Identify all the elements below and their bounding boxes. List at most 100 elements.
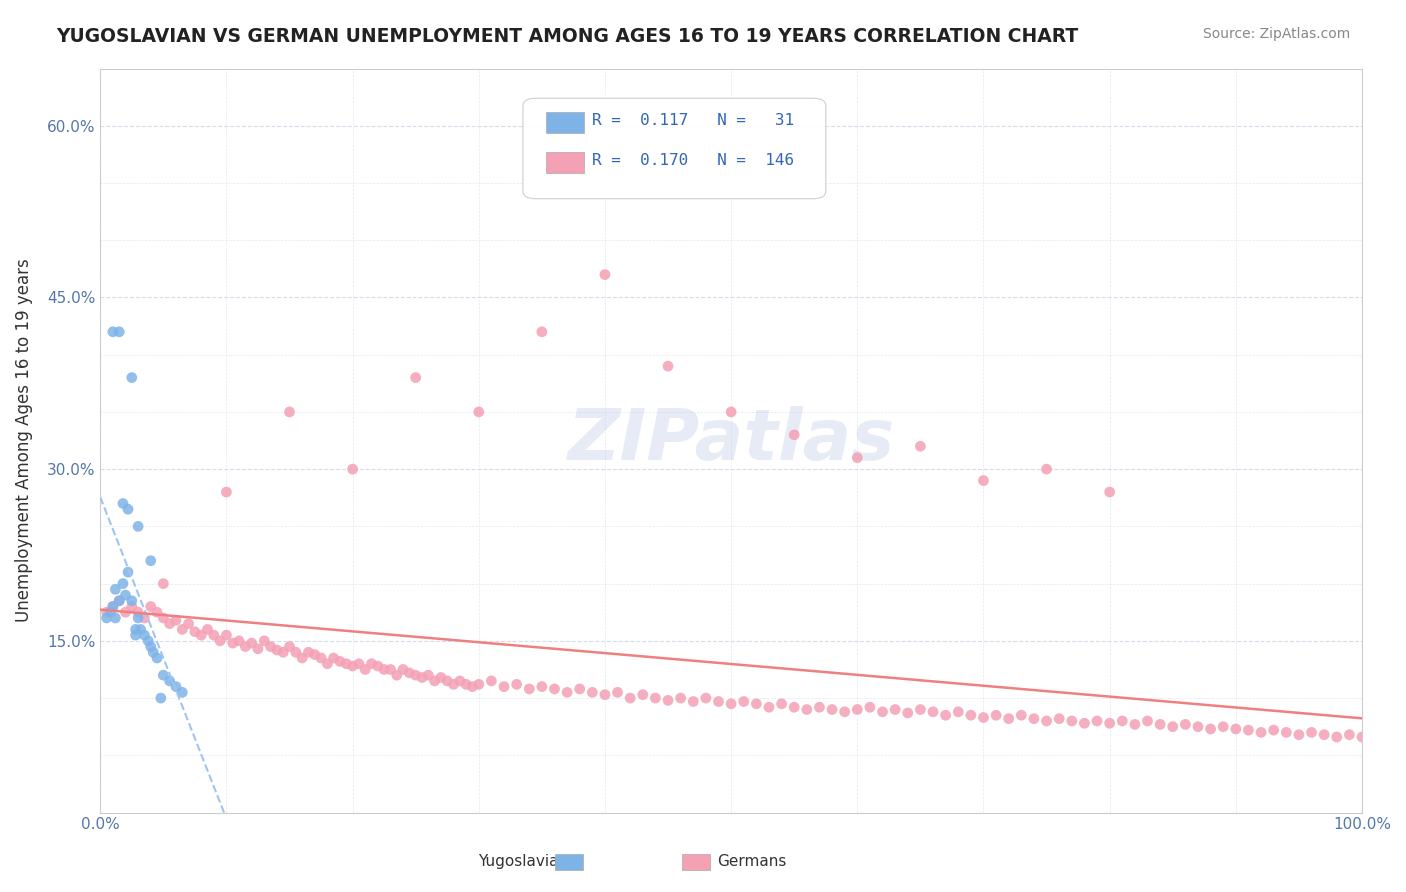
- Point: [253, 633, 276, 648]
- Point: [127, 519, 149, 533]
- Point: [631, 688, 654, 702]
- Point: [695, 691, 717, 706]
- Point: [278, 640, 301, 654]
- Point: [342, 659, 364, 673]
- Point: [418, 668, 440, 682]
- Point: [834, 705, 856, 719]
- Point: [108, 594, 131, 608]
- Point: [101, 599, 124, 614]
- Point: [96, 611, 118, 625]
- Point: [259, 640, 281, 654]
- FancyBboxPatch shape: [523, 98, 825, 199]
- Point: [184, 624, 207, 639]
- Point: [669, 691, 692, 706]
- Point: [96, 605, 118, 619]
- Point: [443, 677, 465, 691]
- Point: [745, 697, 768, 711]
- Point: [271, 645, 294, 659]
- Point: [405, 370, 427, 384]
- Point: [190, 628, 212, 642]
- Point: [367, 659, 389, 673]
- Point: [430, 670, 453, 684]
- Point: [720, 697, 742, 711]
- Point: [152, 611, 174, 625]
- Point: [235, 640, 257, 654]
- Point: [1085, 714, 1108, 728]
- Point: [1288, 728, 1310, 742]
- Point: [468, 677, 491, 691]
- Point: [297, 645, 319, 659]
- Point: [373, 663, 395, 677]
- Point: [846, 702, 869, 716]
- Point: [972, 474, 994, 488]
- Point: [1339, 728, 1361, 742]
- Point: [172, 685, 194, 699]
- Point: [872, 705, 894, 719]
- Point: [1035, 462, 1057, 476]
- Point: [859, 700, 882, 714]
- Point: [1010, 708, 1032, 723]
- Point: [593, 268, 616, 282]
- Point: [972, 710, 994, 724]
- Point: [202, 628, 225, 642]
- Point: [278, 405, 301, 419]
- Point: [121, 599, 143, 614]
- Text: Germans: Germans: [717, 855, 786, 869]
- Point: [139, 554, 162, 568]
- Point: [360, 657, 382, 671]
- Point: [783, 700, 806, 714]
- Point: [1161, 720, 1184, 734]
- Point: [108, 325, 131, 339]
- Point: [423, 673, 446, 688]
- Point: [1326, 730, 1348, 744]
- Point: [1060, 714, 1083, 728]
- Point: [960, 708, 983, 723]
- Point: [129, 623, 152, 637]
- Point: [209, 633, 232, 648]
- Point: [152, 668, 174, 682]
- Point: [266, 643, 288, 657]
- Point: [758, 700, 780, 714]
- Point: [1351, 730, 1374, 744]
- Point: [108, 594, 131, 608]
- Point: [1250, 725, 1272, 739]
- Point: [1187, 720, 1209, 734]
- Point: [897, 706, 920, 720]
- Point: [657, 359, 679, 373]
- Point: [479, 673, 502, 688]
- Point: [159, 673, 181, 688]
- Point: [492, 680, 515, 694]
- Point: [1022, 712, 1045, 726]
- Point: [335, 657, 357, 671]
- Y-axis label: Unemployment Among Ages 16 to 19 years: Unemployment Among Ages 16 to 19 years: [15, 259, 32, 623]
- Point: [948, 705, 970, 719]
- Point: [1047, 712, 1070, 726]
- Point: [342, 462, 364, 476]
- Point: [284, 645, 307, 659]
- Point: [1136, 714, 1159, 728]
- Point: [1098, 716, 1121, 731]
- Point: [593, 688, 616, 702]
- Point: [165, 680, 187, 694]
- Point: [104, 582, 127, 597]
- Point: [172, 623, 194, 637]
- Point: [1111, 714, 1133, 728]
- Point: [1035, 714, 1057, 728]
- Point: [468, 405, 491, 419]
- Point: [770, 697, 793, 711]
- Point: [783, 427, 806, 442]
- Point: [436, 673, 458, 688]
- Point: [1237, 723, 1260, 738]
- Point: [101, 599, 124, 614]
- Point: [322, 651, 344, 665]
- Point: [347, 657, 370, 671]
- Point: [127, 611, 149, 625]
- Point: [222, 636, 245, 650]
- Point: [411, 670, 433, 684]
- Point: [291, 651, 314, 665]
- Point: [1301, 725, 1323, 739]
- Point: [910, 439, 932, 453]
- Point: [124, 628, 146, 642]
- Point: [935, 708, 957, 723]
- Point: [997, 712, 1019, 726]
